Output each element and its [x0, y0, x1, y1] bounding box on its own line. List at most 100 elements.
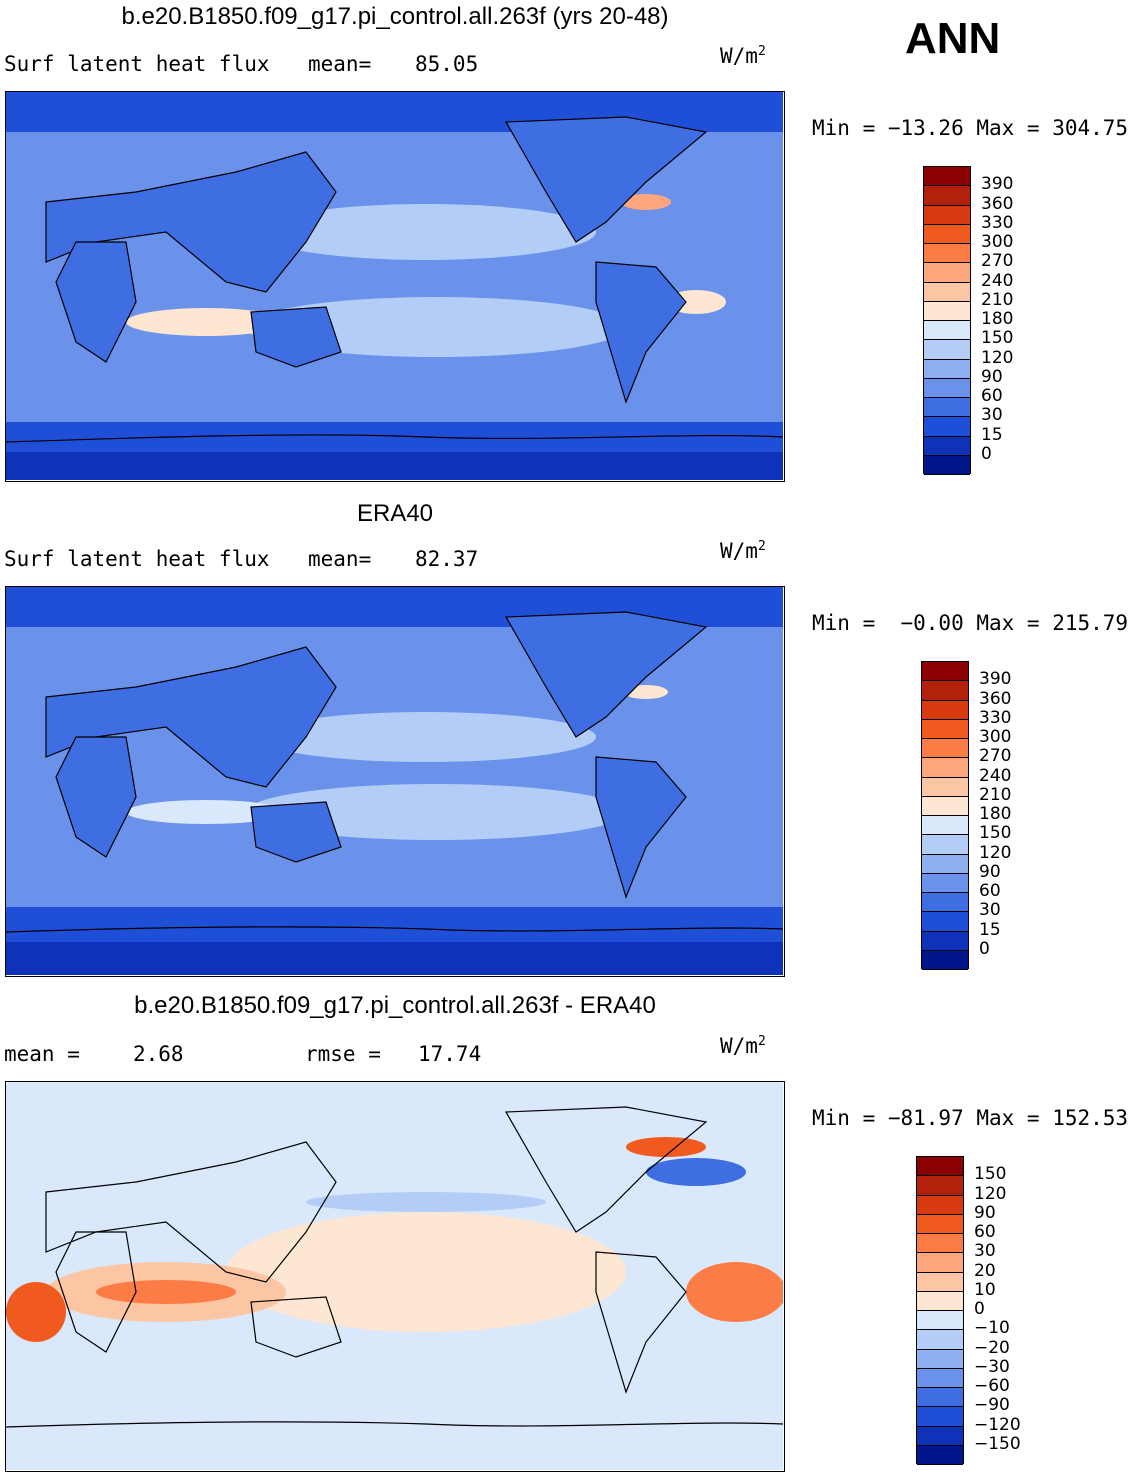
- io-max: [126, 800, 286, 824]
- colorbar-segment: [922, 739, 968, 759]
- mean-value-obs: 82.37: [415, 547, 479, 571]
- north-america-land: [504, 611, 708, 738]
- mean-label-model: mean=: [308, 52, 372, 76]
- colorbar-segment: [924, 205, 970, 225]
- north-america-land: [504, 116, 708, 243]
- colorbar-tick-label: 0: [974, 1299, 985, 1319]
- colorbar-segment: [917, 1407, 963, 1427]
- colorbar-segment: [917, 1311, 963, 1331]
- units-label-obs: W/m2: [720, 539, 766, 563]
- colorbar-segment: [917, 1388, 963, 1408]
- rmse-value-diff: 17.74: [418, 1042, 482, 1066]
- colorbar-segment: [922, 893, 968, 913]
- panel-title-obs: ERA40: [356, 500, 434, 527]
- south-america-coast: [595, 1251, 687, 1394]
- colorbar-segment: [922, 931, 968, 951]
- map-obs: [5, 586, 785, 977]
- colorbar-tick-label: 390: [981, 174, 1014, 195]
- colorbar-tick-label: 15: [981, 424, 1003, 445]
- colorbar-tick-label: 30: [981, 405, 1003, 426]
- map-diff: [5, 1081, 785, 1472]
- satl-east: [6, 1282, 66, 1342]
- colorbar-tick-label: 120: [974, 1183, 1007, 1204]
- minmax-label-model: Min = −13.26 Max = 304.75: [812, 116, 1129, 140]
- africa-land: [55, 736, 137, 858]
- colorbar-segment: [917, 1272, 963, 1292]
- colorbar-segment: [917, 1368, 963, 1388]
- colorbar-segment: [922, 816, 968, 836]
- map-model-svg: [6, 92, 783, 480]
- colorbar-obs: [921, 661, 969, 970]
- colorbar-segment: [917, 1445, 963, 1465]
- colorbar-tick-label: 0: [981, 443, 992, 464]
- colorbar-tick-label: 30: [974, 1241, 996, 1262]
- colorbar-tick-label: 120: [981, 347, 1014, 368]
- units-label-model: W/m2: [720, 44, 766, 68]
- spac-subtropic: [246, 784, 626, 840]
- colorbar-segment: [922, 681, 968, 701]
- colorbar-tick-label: 180: [979, 804, 1012, 824]
- map-model: [5, 91, 785, 482]
- gulfstream: [621, 194, 671, 210]
- colorbar-segment: [922, 719, 968, 739]
- colorbar-tick-label: 90: [979, 861, 1001, 882]
- io-strong: [96, 1280, 236, 1304]
- mean-label-obs: mean=: [308, 547, 372, 571]
- colorbar-tick-label: 150: [979, 823, 1012, 844]
- spac-subtropic: [246, 297, 626, 357]
- minmax-label-obs: Min = −0.00 Max = 215.79: [812, 611, 1129, 635]
- colorbar-tick-label: 180: [981, 309, 1014, 329]
- colorbar-segment: [924, 282, 970, 302]
- colorbar-segment: [924, 340, 970, 360]
- south-america-land: [595, 261, 687, 404]
- colorbar-tick-label: 120: [979, 842, 1012, 863]
- colorbar-tick-label: 150: [981, 328, 1014, 349]
- mean-value-diff: 2.68: [133, 1042, 184, 1066]
- mean-value-model: 85.05: [415, 52, 479, 76]
- colorbar-segment: [922, 950, 968, 970]
- panel-title-model: b.e20.B1850.f09_g17.pi_control.all.263f …: [121, 3, 669, 30]
- colorbar-tick-label: 10: [974, 1279, 996, 1300]
- natl-negative: [646, 1158, 746, 1186]
- colorbar-tick-label: 210: [979, 784, 1012, 805]
- colorbar-segment: [924, 436, 970, 456]
- colorbar-segment: [917, 1349, 963, 1369]
- panel-title-diff: b.e20.B1850.f09_g17.pi_control.all.263f …: [134, 992, 656, 1019]
- colorbar-tick-label: 270: [979, 746, 1012, 767]
- colorbar-segment: [924, 321, 970, 341]
- colorbar-segment: [924, 301, 970, 321]
- colorbar-segment: [917, 1214, 963, 1234]
- colorbar-tick-label: 90: [974, 1202, 996, 1223]
- colorbar-segment: [917, 1291, 963, 1311]
- colorbar-segment: [917, 1195, 963, 1215]
- colorbar-segment: [924, 186, 970, 206]
- colorbar-segment: [924, 359, 970, 379]
- colorbar-segment: [924, 224, 970, 244]
- colorbar-tick-label: −60: [974, 1376, 1010, 1396]
- colorbar-segment: [922, 835, 968, 855]
- colorbar-segment: [917, 1157, 963, 1177]
- colorbar-tick-label: 240: [981, 270, 1014, 291]
- colorbar-tick-label: 360: [981, 193, 1014, 214]
- colorbar-segment: [924, 263, 970, 283]
- africa-land: [55, 241, 137, 363]
- colorbar-tick-label: 90: [981, 366, 1003, 387]
- colorbar-segment: [924, 378, 970, 398]
- colorbar-segment: [917, 1176, 963, 1196]
- variable-label-model: Surf latent heat flux: [4, 52, 270, 76]
- colorbar-tick-label: −120: [974, 1414, 1021, 1435]
- colorbar-segment: [924, 398, 970, 418]
- colorbar-tick-label: 270: [981, 251, 1014, 272]
- colorbar-segment: [922, 662, 968, 682]
- colorbar-tick-label: −30: [974, 1356, 1010, 1377]
- colorbar-tick-label: −10: [974, 1318, 1010, 1339]
- colorbar-segment: [924, 167, 970, 187]
- colorbar-tick-label: 60: [979, 881, 1001, 901]
- colorbar-segment: [922, 912, 968, 932]
- africa-coast: [55, 1231, 137, 1353]
- australia-land: [250, 306, 342, 368]
- colorbar-tick-label: 150: [974, 1164, 1007, 1185]
- pacific-positive: [226, 1212, 626, 1332]
- natl-positive: [626, 1137, 706, 1157]
- colorbar-tick-label: 20: [974, 1260, 996, 1281]
